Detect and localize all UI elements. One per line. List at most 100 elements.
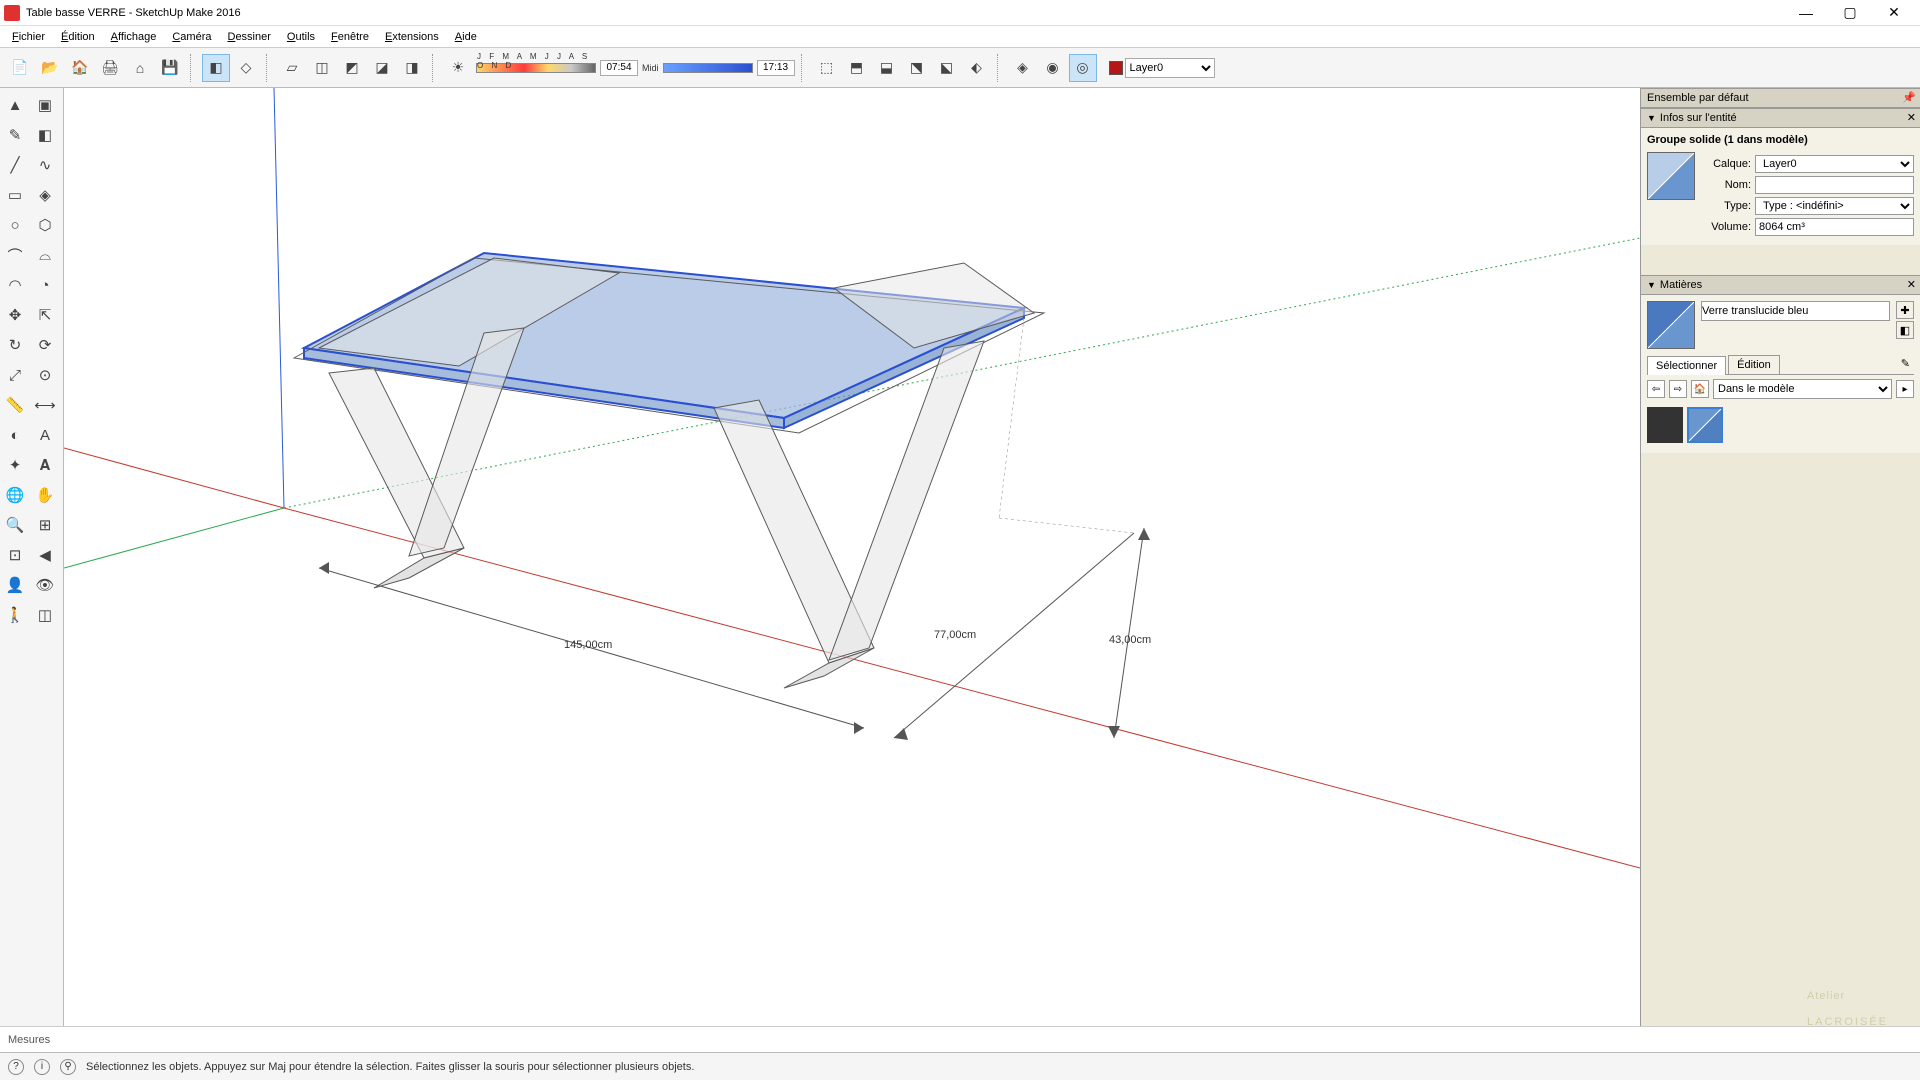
tool-save[interactable]: 💾 [156, 54, 184, 82]
tool-home[interactable]: 🏠 [66, 54, 94, 82]
poly-tool[interactable]: ⬡ [32, 212, 58, 238]
arc3-tool[interactable]: ◠ [2, 272, 28, 298]
nav-back-icon[interactable]: ⇦ [1647, 380, 1665, 398]
material-scope-select[interactable]: Dans le modèle [1713, 379, 1892, 399]
zoomext-tool[interactable]: ⊡ [2, 542, 28, 568]
menu-fichier[interactable]: Fichier [4, 29, 53, 45]
menu-dessiner[interactable]: Dessiner [219, 29, 278, 45]
time-start[interactable]: 07:54 [600, 60, 638, 76]
rotrect-tool[interactable]: ◈ [32, 182, 58, 208]
rotate-tool[interactable]: ↻ [2, 332, 28, 358]
view-iso[interactable]: ⬚ [813, 54, 841, 82]
zoomwin-tool[interactable]: ⊞ [32, 512, 58, 538]
rect-tool[interactable]: ▭ [2, 182, 28, 208]
protractor-tool[interactable]: ◐ [2, 422, 28, 448]
select-tool[interactable]: ▲ [2, 92, 28, 118]
info-icon[interactable]: i [34, 1059, 50, 1075]
component-tool[interactable]: ▣ [32, 92, 58, 118]
help-icon[interactable]: ? [8, 1059, 24, 1075]
scale-tool[interactable]: ⤢ [2, 362, 28, 388]
pan-tool[interactable]: ✋ [32, 482, 58, 508]
face-4[interactable]: ◪ [368, 54, 396, 82]
entity-panel-header[interactable]: ▼Infos sur l'entité ✕ [1641, 108, 1920, 128]
entity-swatch[interactable] [1647, 152, 1695, 200]
prev-tool[interactable]: ◀ [32, 542, 58, 568]
walk-tool[interactable]: 🚶 [2, 602, 28, 628]
nav-menu-icon[interactable]: ▸ [1896, 380, 1914, 398]
tab-edit[interactable]: Édition [1728, 355, 1780, 374]
xray-3[interactable]: ◎ [1069, 54, 1097, 82]
eraser-tool[interactable]: ◧ [32, 122, 58, 148]
move-tool[interactable]: ✥ [2, 302, 28, 328]
menu-aide[interactable]: Aide [447, 29, 485, 45]
lookaround-tool[interactable]: 👁 [32, 572, 58, 598]
menu-outils[interactable]: Outils [279, 29, 323, 45]
tape-tool[interactable]: 📏 [2, 392, 28, 418]
geo-icon[interactable]: ⚲ [60, 1059, 76, 1075]
section-tool[interactable]: ◫ [32, 602, 58, 628]
tool-new[interactable]: 📄 [6, 54, 34, 82]
offset-tool[interactable]: ⊙ [32, 362, 58, 388]
pushpull-tool[interactable]: ⇱ [32, 302, 58, 328]
arc2-tool[interactable]: ⌓ [32, 242, 58, 268]
style-wire[interactable]: ◇ [232, 54, 260, 82]
minimize-button[interactable]: — [1784, 0, 1828, 26]
pencil-tool[interactable]: ✎ [2, 122, 28, 148]
nav-fwd-icon[interactable]: ⇨ [1669, 380, 1687, 398]
material-0[interactable] [1647, 407, 1683, 443]
axes-tool[interactable]: ✦ [2, 452, 28, 478]
tray-pin-icon[interactable]: 📌 [1902, 91, 1916, 104]
style-shaded[interactable]: ◧ [202, 54, 230, 82]
arc-tool[interactable]: ⌒ [2, 242, 28, 268]
entity-layer-select[interactable]: Layer0 [1755, 155, 1914, 173]
menu-affichage[interactable]: Affichage [103, 29, 165, 45]
time-end[interactable]: 17:13 [757, 60, 795, 76]
menu-camera[interactable]: Caméra [164, 29, 219, 45]
entity-close-icon[interactable]: ✕ [1907, 111, 1916, 124]
tray-header[interactable]: Ensemble par défaut 📌 [1641, 88, 1920, 108]
layer-dropdown[interactable]: Layer0 [1125, 58, 1215, 78]
entity-name-input[interactable] [1755, 176, 1914, 194]
circle-tool[interactable]: ○ [2, 212, 28, 238]
tool-open[interactable]: 📂 [36, 54, 64, 82]
tab-select[interactable]: Sélectionner [1647, 356, 1726, 375]
maximize-button[interactable]: ▢ [1828, 0, 1872, 26]
shadow-toggle[interactable]: ☀ [444, 54, 472, 82]
pie-tool[interactable]: ◔ [32, 272, 58, 298]
face-5[interactable]: ◨ [398, 54, 426, 82]
dimension-tool[interactable]: ⟷ [32, 392, 58, 418]
freehand-tool[interactable]: ∿ [32, 152, 58, 178]
entity-type-select[interactable]: Type : <indéfini> [1755, 197, 1914, 215]
3dtext-tool[interactable]: 𝐀 [32, 452, 58, 478]
material-name-input[interactable] [1701, 301, 1890, 321]
tool-print[interactable]: 🖨 [96, 54, 124, 82]
menu-extensions[interactable]: Extensions [377, 29, 447, 45]
default-material-icon[interactable]: ◧ [1896, 321, 1914, 339]
face-2[interactable]: ◫ [308, 54, 336, 82]
position-tool[interactable]: 👤 [2, 572, 28, 598]
material-1[interactable] [1687, 407, 1723, 443]
viewport[interactable]: 145,00cm 77,00cm 43,00cm [64, 88, 1640, 1026]
face-3[interactable]: ◩ [338, 54, 366, 82]
date-slider[interactable]: J F M A M J J A S O N D [476, 63, 596, 73]
text-tool[interactable]: A [32, 422, 58, 448]
face-1[interactable]: ▱ [278, 54, 306, 82]
view-back[interactable]: ⬕ [933, 54, 961, 82]
menu-edition[interactable]: Édition [53, 29, 103, 45]
close-button[interactable]: ✕ [1872, 0, 1916, 26]
materials-panel-header[interactable]: ▼Matières ✕ [1641, 275, 1920, 295]
view-right[interactable]: ⬔ [903, 54, 931, 82]
zoom-tool[interactable]: 🔍 [2, 512, 28, 538]
line-tool[interactable]: ╱ [2, 152, 28, 178]
tool-house[interactable]: ⌂ [126, 54, 154, 82]
view-front[interactable]: ⬓ [873, 54, 901, 82]
menu-fenetre[interactable]: Fenêtre [323, 29, 377, 45]
eyedropper-icon[interactable]: ✎ [1897, 355, 1914, 374]
create-material-icon[interactable]: ✚ [1896, 301, 1914, 319]
view-top[interactable]: ⬒ [843, 54, 871, 82]
xray-2[interactable]: ◉ [1039, 54, 1067, 82]
xray-1[interactable]: ◈ [1009, 54, 1037, 82]
nav-home-icon[interactable]: 🏠 [1691, 380, 1709, 398]
time-slider[interactable] [663, 63, 753, 73]
materials-close-icon[interactable]: ✕ [1907, 278, 1916, 291]
